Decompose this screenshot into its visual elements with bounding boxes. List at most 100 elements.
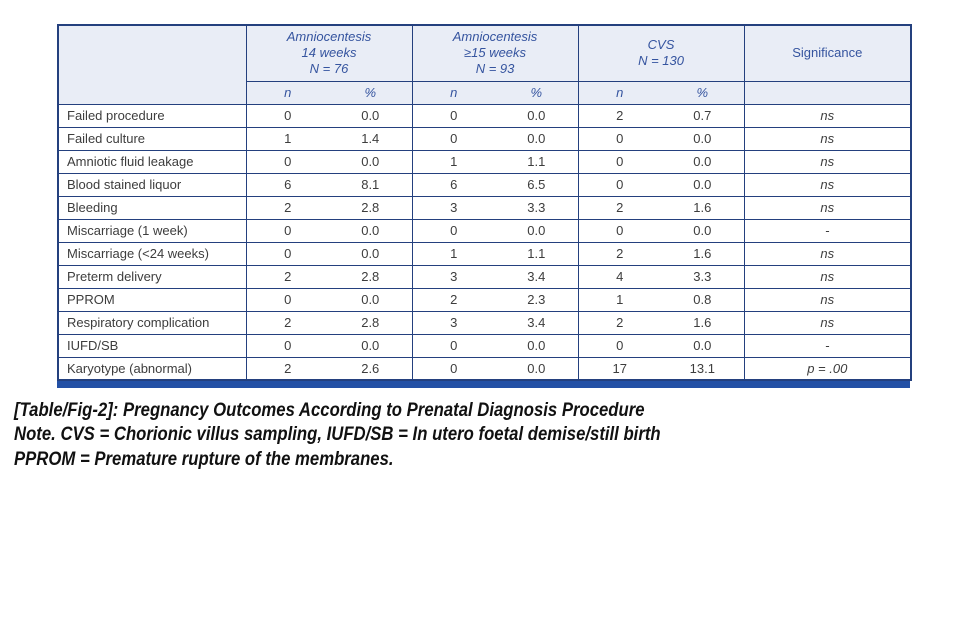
column-header-significance: Significance [743,25,912,81]
value-pct: 3.3 [661,264,745,288]
value-pct: 0.0 [495,356,579,380]
value-pct: 0.0 [329,241,413,265]
caption-note-line1: Note. CVS = Chorionic villus sampling, I… [14,424,661,446]
value-significance: ns [743,172,912,196]
column-header-amnio-14wk: Amniocentesis 14 weeks N = 76 [245,25,413,81]
value-pct: 0.7 [661,103,745,127]
value-pct: 8.1 [329,172,413,196]
value-n: 0 [245,149,329,173]
value-significance: ns [743,264,912,288]
table-row: Respiratory complication 2 2.8 3 3.4 2 1.6 ns [58,310,912,334]
subheader-n: n [245,80,329,104]
value-pct: 2.8 [329,310,413,334]
value-pct: 3.4 [495,310,579,334]
subheader-n: n [411,80,496,104]
value-pct: 0.0 [495,333,579,357]
value-significance: ns [743,310,912,334]
value-pct: 1.4 [329,126,413,150]
value-n: 3 [411,195,496,219]
value-significance: - [743,218,912,242]
row-label: Respiratory complication [58,310,246,334]
caption-note-line2: PPROM = Premature rupture of the membran… [14,448,394,470]
value-n: 1 [245,126,329,150]
corner-cell [58,25,246,104]
value-n: 0 [577,218,662,242]
value-n: 2 [577,241,662,265]
value-n: 2 [577,310,662,334]
value-n: 0 [245,103,329,127]
value-significance: ns [743,241,912,265]
value-pct: 0.0 [661,218,745,242]
table-row: Failed culture 1 1.4 0 0.0 0 0.0 ns [58,126,912,150]
subheader-n: n [577,80,662,104]
value-pct: 2.6 [329,356,413,380]
row-label: Bleeding [58,195,246,219]
value-pct: 0.0 [661,172,745,196]
value-n: 3 [411,264,496,288]
value-pct: 0.0 [495,126,579,150]
row-label: Failed culture [58,126,246,150]
row-label: Amniotic fluid leakage [58,149,246,173]
value-pct: 0.0 [329,287,413,311]
value-n: 0 [411,218,496,242]
value-n: 6 [245,172,329,196]
table-header-row: Amniocentesis 14 weeks N = 76 Amniocente… [58,25,912,104]
value-pct: 6.5 [495,172,579,196]
value-n: 0 [411,103,496,127]
value-n: 2 [245,195,329,219]
pregnancy-outcomes-table: Amniocentesis 14 weeks N = 76 Amniocente… [57,24,913,381]
value-pct: 1.6 [661,241,745,265]
value-n: 2 [411,287,496,311]
value-pct: 1.6 [661,310,745,334]
value-n: 0 [245,218,329,242]
value-n: 0 [411,356,496,380]
row-label: Preterm delivery [58,264,246,288]
value-n: 3 [411,310,496,334]
value-n: 1 [411,149,496,173]
subheader-pct: % [661,80,745,104]
value-n: 0 [577,172,662,196]
table-row: Amniotic fluid leakage 0 0.0 1 1.1 0 0.0 ns [58,149,912,173]
value-pct: 2.8 [329,195,413,219]
value-pct: 13.1 [661,356,745,380]
value-n: 0 [245,333,329,357]
value-n: 4 [577,264,662,288]
table-row: Miscarriage (<24 weeks) 0 0.0 1 1.1 2 1.6 ns [58,241,912,265]
subheader-pct: % [329,80,413,104]
value-significance: ns [743,287,912,311]
value-n: 1 [411,241,496,265]
value-significance: - [743,333,912,357]
subheader-pct: % [495,80,579,104]
value-n: 2 [245,310,329,334]
value-n: 17 [577,356,662,380]
value-n: 2 [245,356,329,380]
value-pct: 0.0 [329,149,413,173]
table-row: IUFD/SB 0 0.0 0 0.0 0 0.0- [58,333,912,357]
value-pct: 2.8 [329,264,413,288]
row-label: IUFD/SB [58,333,246,357]
row-label: PPROM [58,287,246,311]
value-pct: 3.4 [495,264,579,288]
column-header-cvs: CVS N = 130 [577,25,745,81]
value-pct: 1.1 [495,149,579,173]
value-pct: 0.0 [329,103,413,127]
value-n: 2 [577,195,662,219]
row-label: Blood stained liquor [58,172,246,196]
value-significance: ns [743,195,912,219]
value-pct: 0.0 [495,218,579,242]
value-pct: 0.0 [329,218,413,242]
value-pct: 0.8 [661,287,745,311]
subheader-significance-empty [743,80,912,104]
table-row: PPROM 0 0.0 2 2.3 1 0.8 ns [58,287,912,311]
value-pct: 0.0 [661,149,745,173]
value-pct: 0.0 [661,126,745,150]
table-row: Miscarriage (1 week) 0 0.0 0 0.0 0 0.0- [58,218,912,242]
value-pct: 1.6 [661,195,745,219]
value-pct: 1.1 [495,241,579,265]
figure-caption: [Table/Fig-2]: Pregnancy Outcomes Accord… [14,399,841,472]
row-label: Failed procedure [58,103,246,127]
value-n: 2 [245,264,329,288]
table-bottom-bar [57,381,910,388]
value-pct: 0.0 [495,103,579,127]
value-pct: 2.3 [495,287,579,311]
